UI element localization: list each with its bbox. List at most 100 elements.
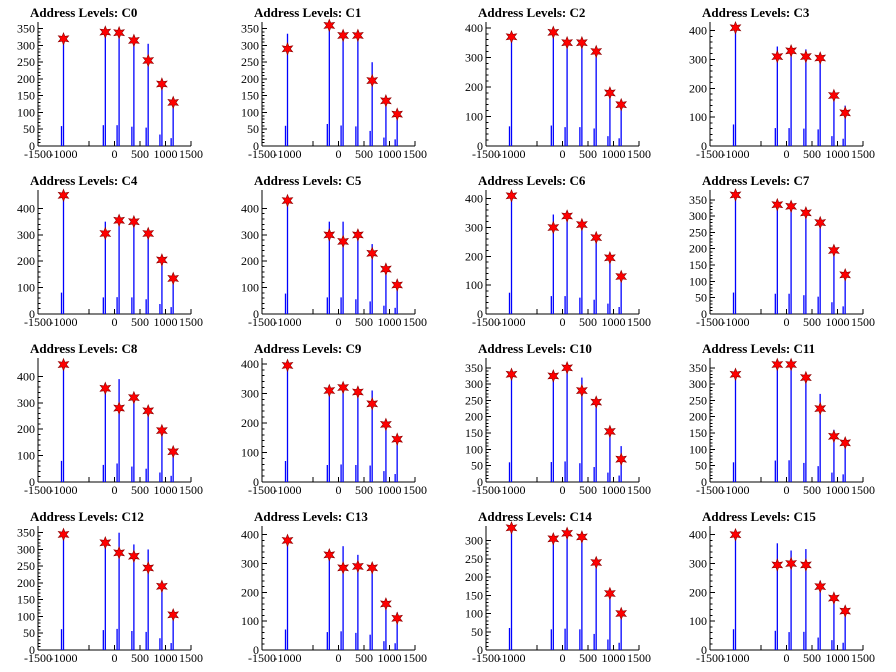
star-icon: [547, 531, 560, 546]
y-tick-label: 100: [689, 110, 707, 124]
y-tick-label: 0: [701, 643, 707, 657]
x-tick-label: 0: [336, 315, 342, 329]
x-tick-label: 500: [579, 315, 597, 329]
star-icon: [547, 25, 560, 40]
y-tick-label: 200: [241, 416, 259, 430]
star-icon: [505, 520, 518, 535]
x-tick-label: 500: [355, 651, 373, 665]
chart-title: Address Levels: C13: [254, 509, 368, 524]
y-tick-label: 250: [689, 225, 707, 239]
y-tick-label: 200: [241, 72, 259, 86]
y-tick-label: 200: [689, 81, 707, 95]
chart-panel-0: Address Levels: C0 0 50 100 150 200 250 300 350 -…: [17, 5, 203, 161]
star-icon: [547, 220, 560, 235]
x-tick-label: 500: [355, 315, 373, 329]
y-tick-label: 350: [241, 22, 259, 36]
y-tick-label: 150: [241, 89, 259, 103]
star-icon: [351, 28, 364, 43]
star-icon: [505, 188, 518, 203]
star-icon: [113, 545, 126, 560]
x-tick-label: 1000: [826, 483, 850, 497]
x-tick-label: -1500: [472, 315, 500, 329]
y-tick-label: 350: [465, 361, 483, 375]
x-tick-label: 0: [784, 147, 790, 161]
x-tick-label: -1500: [472, 147, 500, 161]
star-icon: [561, 526, 574, 541]
x-tick-label: 1500: [627, 483, 651, 497]
star-icon: [155, 423, 168, 438]
star-icon: [729, 367, 742, 382]
x-tick-label: 1500: [179, 147, 203, 161]
y-tick-label: 0: [253, 307, 259, 321]
star-icon: [142, 53, 155, 68]
x-tick-label: 500: [131, 651, 149, 665]
star-icon: [814, 215, 827, 230]
y-tick-label: 100: [17, 281, 35, 295]
star-icon: [771, 197, 784, 212]
x-tick-label: -1000: [498, 147, 526, 161]
x-tick-label: 1500: [403, 147, 427, 161]
star-icon: [827, 243, 840, 258]
star-icon: [561, 209, 574, 223]
chart-title: Address Levels: C6: [478, 173, 586, 188]
y-tick-label: 0: [477, 139, 483, 153]
x-tick-label: 500: [579, 483, 597, 497]
star-icon: [167, 444, 179, 459]
x-tick-label: -1500: [24, 483, 52, 497]
star-icon: [57, 357, 70, 372]
x-tick-label: 1000: [602, 147, 626, 161]
y-tick-label: 0: [29, 475, 35, 489]
x-tick-label: 0: [784, 483, 790, 497]
y-tick-label: 0: [253, 139, 259, 153]
x-tick-label: 500: [803, 315, 821, 329]
star-icon: [99, 226, 112, 241]
y-tick-label: 150: [689, 426, 707, 440]
star-icon: [771, 558, 784, 572]
y-tick-label: 50: [247, 122, 259, 136]
y-tick-label: 200: [17, 422, 35, 436]
star-icon: [799, 558, 812, 572]
x-tick-label: -1500: [248, 315, 276, 329]
y-tick-label: 300: [689, 377, 707, 391]
chart-title: Address Levels: C2: [478, 5, 585, 20]
x-tick-label: -1500: [696, 147, 724, 161]
y-tick-label: 100: [241, 445, 259, 459]
x-tick-label: 1000: [378, 651, 402, 665]
y-tick-label: 50: [471, 625, 483, 639]
y-tick-label: 100: [241, 614, 259, 628]
x-tick-label: 1000: [826, 147, 850, 161]
y-tick-label: 0: [701, 475, 707, 489]
y-tick-label: 200: [465, 80, 483, 94]
star-icon: [57, 527, 70, 542]
star-icon: [814, 51, 827, 65]
x-tick-label: 0: [560, 651, 566, 665]
star-icon: [155, 77, 168, 91]
x-tick-label: 1000: [154, 651, 178, 665]
y-tick-label: 200: [17, 254, 35, 268]
chart-panel-3: Address Levels: C3 0 100 200 300 400 -1500-100…: [689, 5, 875, 161]
chart-title: Address Levels: C12: [30, 509, 144, 524]
star-icon: [127, 549, 140, 564]
star-icon: [379, 262, 392, 276]
star-icon: [366, 73, 379, 88]
star-icon: [323, 383, 336, 398]
star-icon: [323, 547, 336, 562]
x-tick-label: 1000: [602, 483, 626, 497]
chart-title: Address Levels: C0: [30, 5, 137, 20]
chart-panel-2: Address Levels: C2 0 100 200 300 400 -1500-100…: [465, 5, 651, 161]
y-tick-label: 0: [701, 307, 707, 321]
x-tick-label: 500: [579, 651, 597, 665]
x-tick-label: 1000: [154, 315, 178, 329]
y-tick-label: 150: [17, 89, 35, 103]
star-icon: [337, 380, 350, 395]
x-tick-label: 1000: [154, 147, 178, 161]
chart-panel-5: Address Levels: C5 0 100 200 300 400 -1500-100…: [241, 173, 427, 329]
chart-panel-12: Address Levels: C12 0 50 100 150 200 250 300 350…: [17, 509, 203, 665]
star-icon: [615, 452, 627, 467]
star-icon: [167, 95, 179, 110]
y-tick-label: 300: [465, 50, 483, 64]
chart-panel-9: Address Levels: C9 0 100 200 300 400 -1500-100…: [241, 341, 427, 497]
star-icon: [590, 555, 603, 570]
x-tick-label: 0: [560, 483, 566, 497]
